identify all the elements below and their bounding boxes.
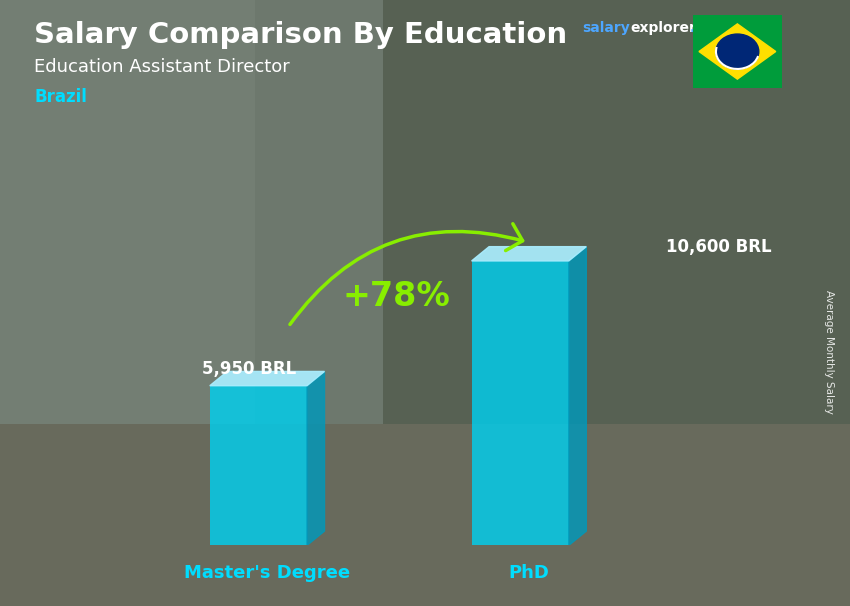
Bar bbox=[472, 261, 569, 545]
Text: +78%: +78% bbox=[343, 280, 450, 313]
Polygon shape bbox=[210, 371, 325, 386]
Text: Salary Comparison By Education: Salary Comparison By Education bbox=[34, 21, 567, 49]
Text: Average Monthly Salary: Average Monthly Salary bbox=[824, 290, 834, 413]
Polygon shape bbox=[699, 24, 776, 79]
Text: .com: .com bbox=[689, 21, 727, 35]
Text: salary: salary bbox=[582, 21, 630, 35]
Bar bbox=[210, 386, 307, 545]
Text: Education Assistant Director: Education Assistant Director bbox=[34, 58, 290, 76]
Text: PhD: PhD bbox=[508, 564, 549, 582]
Bar bbox=[0, 424, 850, 606]
Circle shape bbox=[716, 34, 759, 69]
Polygon shape bbox=[307, 371, 325, 545]
FancyArrowPatch shape bbox=[290, 224, 523, 324]
Bar bbox=[0, 0, 255, 424]
Text: Brazil: Brazil bbox=[34, 88, 87, 106]
Text: 5,950 BRL: 5,950 BRL bbox=[202, 360, 297, 378]
Text: explorer: explorer bbox=[631, 21, 697, 35]
Polygon shape bbox=[569, 247, 586, 545]
Text: Master's Degree: Master's Degree bbox=[184, 564, 350, 582]
Bar bbox=[382, 0, 850, 424]
Text: 10,600 BRL: 10,600 BRL bbox=[666, 238, 772, 256]
Polygon shape bbox=[472, 247, 586, 261]
